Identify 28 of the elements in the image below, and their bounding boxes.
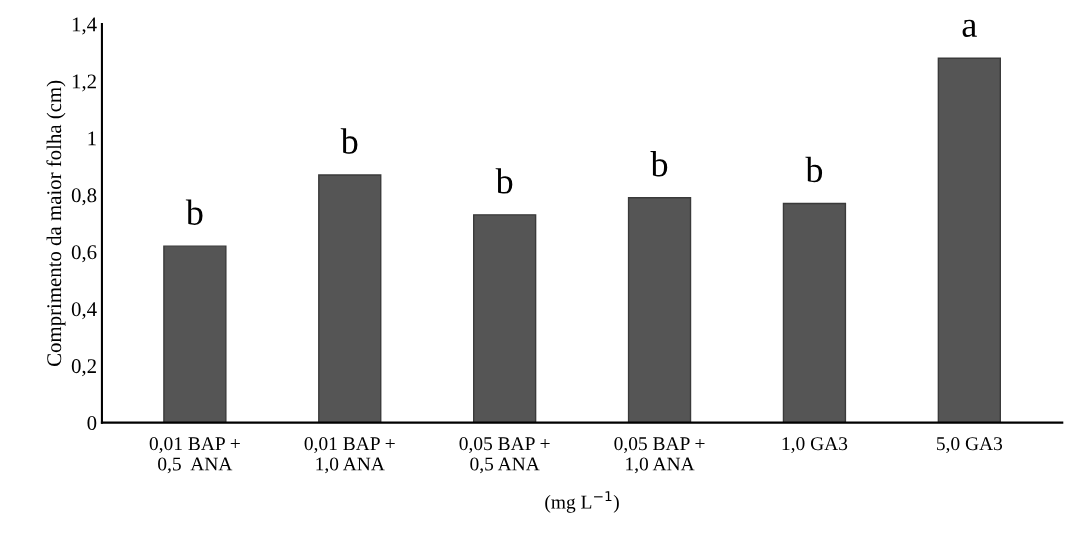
annotation: b — [185, 199, 203, 225]
y-axis-title: Comprimento da maior folha (cm) — [46, 80, 66, 366]
y-tick-label: 0,2 — [71, 359, 96, 377]
annotation: b — [650, 151, 668, 177]
annotation: b — [805, 156, 823, 183]
bar — [318, 174, 382, 423]
y-tick-label: 1,4 — [72, 17, 97, 35]
x-tick-label: 5,0 GA3 — [936, 437, 1003, 454]
annotation: a — [962, 19, 977, 38]
x-tick-label: 0,01 BAP + 0,5 ANA — [149, 437, 240, 474]
bar — [472, 214, 537, 423]
bar — [163, 245, 227, 423]
x-tick-label: 0,05 BAP + 1,0 ANA — [614, 437, 705, 474]
bar — [937, 57, 1002, 423]
x-axis-title: (mg L$^{−1}$) — [545, 491, 619, 513]
annotation: b — [340, 128, 358, 154]
y-tick-label: 0 — [87, 416, 97, 431]
bar — [782, 202, 847, 423]
y-tick-label: 0,8 — [71, 188, 97, 206]
x-tick-label: 0,05 BAP + 0,5 ANA — [459, 437, 550, 474]
x-tick-label: 0,01 BAP + 1,0 ANA — [304, 437, 395, 474]
y-tick-label: 0,6 — [71, 245, 97, 263]
bar — [627, 197, 692, 423]
y-tick-label: 1,2 — [72, 74, 96, 92]
annotation: b — [495, 168, 513, 194]
y-tick-label: 0,4 — [71, 302, 97, 320]
y-tick-label: 1 — [88, 131, 96, 146]
x-tick-label: 1,0 GA3 — [782, 437, 848, 454]
